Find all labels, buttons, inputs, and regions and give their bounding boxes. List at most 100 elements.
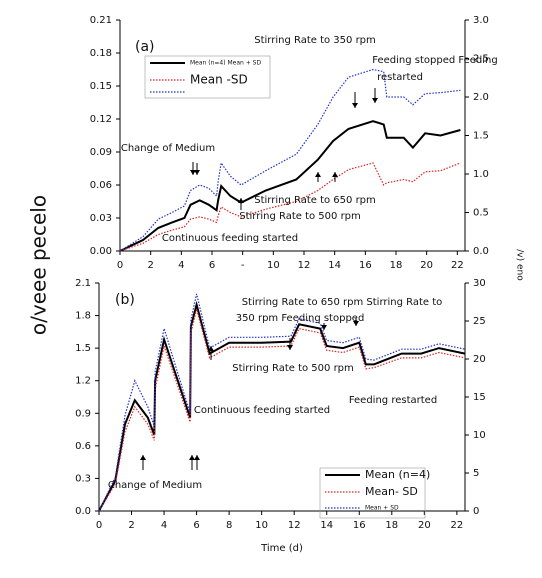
y-tick-label: 0.3 [75,473,91,484]
annotation: Stirring Rate to 500 rpm [232,363,354,374]
y2-tick-label: 20 [473,354,486,365]
y-tick-label: 0.06 [90,180,112,191]
legend-box [144,55,271,99]
legend-label: Mean- SD [365,485,418,498]
y2-tick-label: 0 [473,506,479,517]
annotation: Feeding restarted [349,395,437,406]
annotation: Change of Medium [108,480,202,491]
x-tick-label: 8 [226,520,232,531]
annotation: Change of Medium [121,143,215,154]
y-tick-label: 1.8 [75,311,91,322]
x-tick-label: 6 [193,520,199,531]
x-tick-label: 16 [353,520,366,531]
x-tick-label: 6 [209,260,215,271]
y-tick-label: 0.03 [90,213,112,224]
y2-tick-label: 0.0 [473,246,489,257]
x-tick-label: 22 [450,520,463,531]
arrow-head [190,170,196,175]
annotation: Continuous feeding started [162,233,298,244]
annotation: Feeding stopped Feeding [372,55,497,66]
x-tick-label: 4 [161,520,167,531]
x-tick-label: 12 [298,260,311,271]
y2-tick-label: 1.5 [473,131,489,142]
series-line [98,308,466,512]
arrow-head [332,172,338,177]
arrow-head [189,455,195,460]
arrow-head [194,170,200,175]
annotation: Stirring Rate to 650 rpm [254,195,376,206]
annotation: 350 rpm Feeding stopped [236,313,365,324]
arrow-head [353,321,359,326]
annotation: Stirring Rate to 650 rpm Stirring Rate t… [242,297,443,308]
arrow-head [140,455,146,460]
x-tick-label: 0 [96,520,102,531]
x-tick-label: 0 [117,260,123,271]
y2-tick-label: 15 [473,392,486,403]
annotation: Stirring Rate to 350 rpm [254,35,376,46]
legend-label: Mean -SD [190,73,248,87]
series-line [119,162,461,252]
y2-tick-label: 2.0 [473,92,489,103]
y2-tick-label: 1.0 [473,169,489,180]
series-line [119,68,461,252]
arrow-head [208,346,214,351]
arrow-head [194,455,200,460]
x-tick-label: 16 [359,260,372,271]
x-tick-label: 10 [267,260,280,271]
x-tick-label: 14 [328,260,341,271]
series-line [119,120,461,252]
y-tick-label: 0.12 [90,114,112,125]
y-tick-label: 0.18 [90,48,112,59]
y-tick-label: 0.09 [90,147,112,158]
y2-tick-label: 5 [473,468,479,479]
series-line [98,293,466,512]
y-tick-label: 0.21 [90,15,112,26]
series-line [98,300,466,512]
y2-tick-label: 25 [473,316,486,327]
x-tick-label: 22 [451,260,464,271]
legend-label: Mean (n=4) Mean + SD [190,60,261,67]
y-tick-label: 0.9 [75,408,91,419]
y2-tick-label: 10 [473,430,486,441]
x-tick-label: 2 [147,260,153,271]
x-tick-label: 18 [390,260,403,271]
x-tick-label: 10 [255,520,268,531]
y2-tick-label: 3.0 [473,15,489,26]
x-axis-label: Time (d) [260,543,303,554]
y-tick-label: 2.1 [75,278,91,289]
arrow-head [352,103,358,108]
x-tick-label: 20 [420,260,433,271]
arrow-head [321,325,327,330]
arrow-head [372,98,378,103]
arrow-head [315,172,321,177]
arrow-head [287,345,293,350]
annotation: Stirring Rate to 500 rpm [239,211,361,222]
x-tick-label: 2 [128,520,134,531]
x-tick-label: 14 [320,520,333,531]
panel-label: (a) [135,39,155,55]
y-axis-label: o/veee pecelo [27,195,51,335]
panel-label: (b) [115,292,135,308]
x-tick-label: 12 [288,520,301,531]
y-tick-label: 0.0 [75,506,91,517]
legend-label: Mean (n=4) [365,468,430,481]
arrow-head [238,198,244,203]
x-tick-label: 18 [385,520,398,531]
y-tick-label: 1.5 [75,343,91,354]
y2-tick-label: 0.5 [473,208,489,219]
y2-axis-label: /v) eno [515,249,525,281]
x-tick-label: - [241,260,245,271]
legend-label: Mean + SD [365,505,399,512]
annotation: restarted [377,72,423,83]
x-tick-label: 4 [178,260,184,271]
y-tick-label: 0.15 [90,81,112,92]
y-tick-label: 0.6 [75,441,91,452]
annotation: Continuous feeding started [194,405,330,416]
legend-box [319,467,426,519]
y-tick-label: 1.2 [75,376,91,387]
y-tick-label: 0.00 [90,246,112,257]
y2-tick-label: 30 [473,278,486,289]
x-tick-label: 20 [418,520,431,531]
y2-tick-label: 2.5 [473,54,489,65]
